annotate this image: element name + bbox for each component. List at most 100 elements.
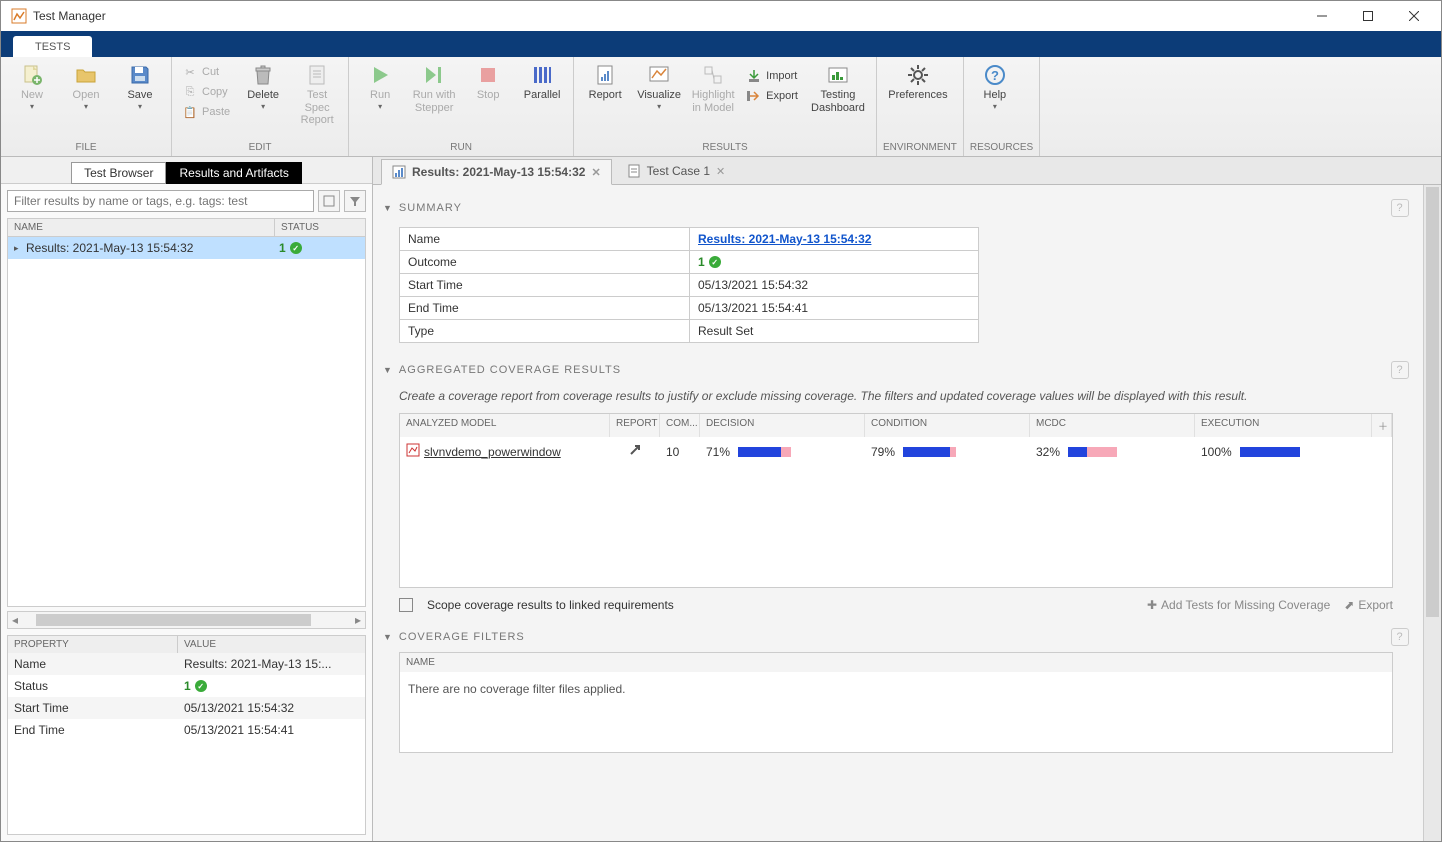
- section-coverage[interactable]: ▼ AGGREGATED COVERAGE RESULTS ?: [379, 355, 1413, 385]
- close-tab-icon[interactable]: ✕: [591, 166, 600, 179]
- content-vscroll[interactable]: [1423, 185, 1441, 841]
- cut-icon: ✂: [182, 64, 198, 80]
- summary-table: NameResults: 2021-May-13 15:54:32 Outcom…: [399, 227, 979, 343]
- doc-tab-results[interactable]: Results: 2021-May-13 15:54:32 ✕: [381, 159, 612, 185]
- visualize-icon: [647, 63, 671, 87]
- report-icon: [593, 63, 617, 87]
- parallel-button[interactable]: Parallel: [517, 59, 567, 119]
- coverage-table: ANALYZED MODEL REPORT COM... DECISION CO…: [399, 413, 1393, 588]
- filters-empty: There are no coverage filter files appli…: [400, 672, 1392, 752]
- stop-icon: [476, 63, 500, 87]
- ribbon-group-resources: ?Help▾ RESOURCES: [964, 57, 1040, 156]
- add-column-icon[interactable]: ＋: [1372, 414, 1392, 437]
- close-tab-icon[interactable]: ✕: [716, 165, 725, 178]
- open-report-icon[interactable]: [628, 446, 642, 460]
- main-area: Test Browser Results and Artifacts NAME …: [1, 157, 1441, 841]
- ribbon: New▾ Open▾ Save▾ FILE ✂Cut ⎘Copy 📋Past: [1, 57, 1441, 157]
- app-window: Test Manager TESTS New▾ Open▾: [0, 0, 1442, 842]
- testspec-icon: [305, 63, 329, 87]
- app-icon: [11, 8, 27, 24]
- cut-button[interactable]: ✂Cut: [178, 63, 234, 81]
- right-panel: Results: 2021-May-13 15:54:32 ✕ Test Cas…: [373, 157, 1441, 841]
- ribbon-tab-tests[interactable]: TESTS: [13, 36, 92, 57]
- collapse-icon: ▼: [383, 203, 393, 213]
- ribbon-group-environment: Preferences ENVIRONMENT: [877, 57, 964, 156]
- ribbon-tabstrip: TESTS: [1, 31, 1441, 57]
- paste-button[interactable]: 📋Paste: [178, 103, 234, 121]
- collapse-icon: ▼: [383, 632, 393, 642]
- decision-bar: [738, 447, 798, 457]
- highlight-button[interactable]: Highlight in Model: [688, 59, 738, 119]
- run-button[interactable]: Run▾: [355, 59, 405, 119]
- coverage-actions: Scope coverage results to linked require…: [379, 588, 1413, 622]
- help-icon[interactable]: ?: [1391, 361, 1409, 379]
- check-icon: ✓: [195, 680, 207, 692]
- open-button[interactable]: Open▾: [61, 59, 111, 119]
- visualize-button[interactable]: Visualize▾: [634, 59, 684, 119]
- dashboard-button[interactable]: Testing Dashboard: [806, 59, 870, 119]
- maximize-button[interactable]: [1345, 1, 1391, 31]
- coverage-note: Create a coverage report from coverage r…: [379, 385, 1413, 413]
- condition-bar: [903, 447, 963, 457]
- section-filters[interactable]: ▼ COVERAGE FILTERS ?: [379, 622, 1413, 652]
- filters-table: NAME There are no coverage filter files …: [399, 652, 1393, 753]
- execution-bar: [1240, 447, 1300, 457]
- doc-tabs: Results: 2021-May-13 15:54:32 ✕ Test Cas…: [373, 157, 1441, 185]
- ribbon-group-run: Run▾ Run with Stepper Stop Parallel RUN: [349, 57, 574, 156]
- tree-header: NAME STATUS: [7, 218, 366, 237]
- ribbon-group-file: New▾ Open▾ Save▾ FILE: [1, 57, 172, 156]
- copy-icon: ⎘: [182, 84, 198, 100]
- testcase-tab-icon: [627, 164, 641, 178]
- stop-button[interactable]: Stop: [463, 59, 513, 119]
- help-icon: ?: [983, 63, 1007, 87]
- close-button[interactable]: [1391, 1, 1437, 31]
- scope-checkbox[interactable]: [399, 598, 413, 612]
- ribbon-group-edit: ✂Cut ⎘Copy 📋Paste Delete▾ Test Spec Repo…: [172, 57, 349, 156]
- results-tab-icon: [392, 165, 406, 179]
- export-icon: [746, 88, 762, 104]
- section-summary[interactable]: ▼ SUMMARY ?: [379, 193, 1413, 223]
- help-button[interactable]: ?Help▾: [970, 59, 1020, 119]
- gear-icon: [906, 63, 930, 87]
- doc-tab-testcase[interactable]: Test Case 1 ✕: [616, 158, 737, 184]
- window-controls: [1299, 1, 1437, 31]
- help-icon[interactable]: ?: [1391, 628, 1409, 646]
- tab-results-artifacts[interactable]: Results and Artifacts: [166, 162, 301, 184]
- new-button[interactable]: New▾: [7, 59, 57, 119]
- filter-input[interactable]: [7, 190, 314, 212]
- results-link[interactable]: Results: 2021-May-13 15:54:32: [698, 232, 871, 246]
- copy-button[interactable]: ⎘Copy: [178, 83, 234, 101]
- minimize-button[interactable]: [1299, 1, 1345, 31]
- dashboard-icon: [826, 63, 850, 87]
- model-link[interactable]: slvnvdemo_powerwindow: [424, 445, 561, 459]
- tree-body: ▸ Results: 2021-May-13 15:54:32 1✓: [7, 237, 366, 607]
- collapse-icon: ▼: [383, 365, 393, 375]
- report-button[interactable]: Report: [580, 59, 630, 119]
- left-panel: Test Browser Results and Artifacts NAME …: [1, 157, 373, 841]
- preferences-button[interactable]: Preferences: [883, 59, 953, 119]
- delete-icon: [251, 63, 275, 87]
- check-icon: ✓: [709, 256, 721, 268]
- new-icon: [20, 63, 44, 87]
- model-icon: [406, 443, 420, 460]
- filter-button[interactable]: [344, 190, 366, 212]
- tab-test-browser[interactable]: Test Browser: [71, 162, 166, 184]
- runwith-button[interactable]: Run with Stepper: [409, 59, 459, 119]
- save-button[interactable]: Save▾: [115, 59, 165, 119]
- filter-clear-button[interactable]: [318, 190, 340, 212]
- export-icon: ⬈: [1344, 598, 1354, 612]
- export-results-button[interactable]: Export: [742, 87, 802, 105]
- coverage-row[interactable]: slvnvdemo_powerwindow 10 71% 79% 32% 100…: [400, 437, 1392, 466]
- add-tests-button[interactable]: ✚Add Tests for Missing Coverage: [1147, 598, 1330, 612]
- tree-row[interactable]: ▸ Results: 2021-May-13 15:54:32 1✓: [8, 237, 365, 259]
- export-coverage-button[interactable]: ⬈Export: [1344, 598, 1393, 612]
- runwith-icon: [422, 63, 446, 87]
- window-title: Test Manager: [33, 9, 1299, 23]
- testspec-button[interactable]: Test Spec Report: [292, 59, 342, 131]
- expand-icon[interactable]: ▸: [14, 243, 26, 254]
- delete-button[interactable]: Delete▾: [238, 59, 288, 119]
- import-icon: [746, 68, 762, 84]
- help-icon[interactable]: ?: [1391, 199, 1409, 217]
- import-button[interactable]: Import: [742, 67, 802, 85]
- tree-hscroll[interactable]: ◂▸: [7, 611, 366, 629]
